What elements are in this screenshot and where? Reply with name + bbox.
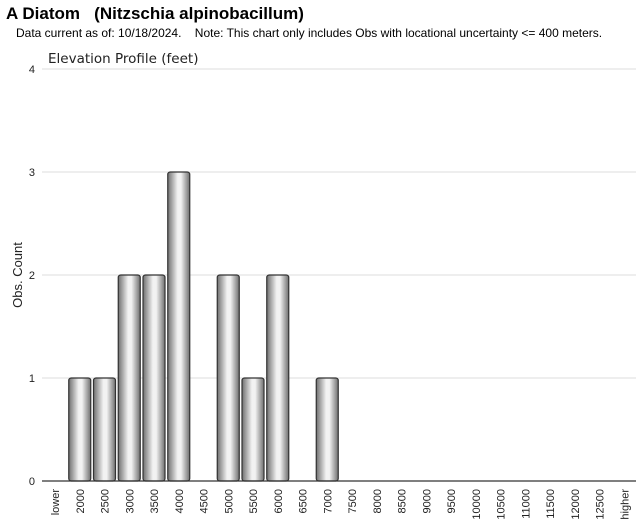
x-tick-label: 8500 bbox=[397, 489, 409, 513]
y-tick-label: 1 bbox=[29, 373, 35, 385]
bar-2000 bbox=[68, 377, 92, 482]
x-tick-label: 5500 bbox=[248, 489, 260, 513]
x-tick-label: 11000 bbox=[520, 489, 532, 519]
x-tick-label: 11500 bbox=[545, 489, 557, 519]
x-tick-label: 7500 bbox=[347, 489, 359, 513]
x-tick-label: 9000 bbox=[421, 489, 433, 513]
x-tick-label: 12500 bbox=[595, 489, 607, 520]
bar-3000 bbox=[117, 274, 141, 482]
grid-lines bbox=[42, 68, 636, 379]
bar-6000 bbox=[266, 274, 290, 482]
chart-title: Elevation Profile (feet) bbox=[48, 51, 198, 67]
x-tick-label: higher bbox=[619, 489, 631, 520]
y-tick-labels: 0 1 2 3 4 bbox=[29, 64, 35, 488]
bar-4000 bbox=[167, 171, 191, 482]
x-tick-label: 10500 bbox=[496, 489, 508, 520]
y-tick-label: 4 bbox=[29, 64, 35, 76]
bar-7000 bbox=[315, 377, 339, 482]
x-tick-label: 6500 bbox=[298, 489, 310, 513]
x-tick-label: 3500 bbox=[149, 489, 161, 513]
x-tick-label: 7000 bbox=[322, 489, 334, 513]
data-note: Data current as of: 10/18/2024. Note: Th… bbox=[16, 26, 603, 40]
bar-5000 bbox=[216, 274, 240, 482]
y-tick-label: 3 bbox=[29, 167, 35, 179]
x-tick-label: 4500 bbox=[199, 489, 211, 513]
bar-3500 bbox=[142, 274, 166, 482]
x-tick-label: 6000 bbox=[273, 489, 285, 513]
bars bbox=[68, 171, 339, 482]
x-tick-label: 2000 bbox=[75, 489, 87, 513]
y-tick-label: 2 bbox=[29, 270, 35, 282]
y-tick-label: 0 bbox=[29, 476, 35, 488]
x-tick-label: 4000 bbox=[174, 489, 186, 513]
x-tick-label: 3000 bbox=[124, 489, 136, 513]
bar-5500 bbox=[241, 377, 265, 482]
x-tick-label: 9500 bbox=[446, 489, 458, 513]
x-tick-label: lower bbox=[50, 489, 62, 516]
x-tick-label: 2500 bbox=[100, 489, 112, 513]
x-tick-label: 12000 bbox=[570, 489, 582, 520]
bar-2500 bbox=[92, 377, 117, 482]
x-tick-labels: lower 2000 2500 3000 3500 4000 4500 5000 5500 600… bbox=[50, 489, 631, 520]
page-title: A Diatom (Nitzschia alpinobacillum) bbox=[6, 4, 304, 23]
x-tick-label: 8000 bbox=[372, 489, 384, 513]
x-tick-label: 10000 bbox=[471, 489, 483, 520]
y-axis-title: Obs. Count bbox=[10, 242, 25, 308]
x-tick-label: 5000 bbox=[223, 489, 235, 513]
